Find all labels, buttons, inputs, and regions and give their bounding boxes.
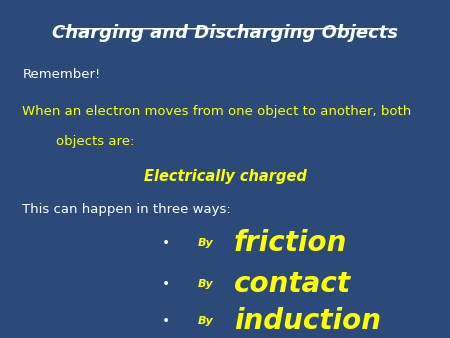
Text: Electrically charged: Electrically charged xyxy=(144,169,306,184)
Text: •: • xyxy=(162,277,171,291)
Text: By: By xyxy=(198,316,214,326)
Text: contact: contact xyxy=(234,270,351,298)
Text: By: By xyxy=(198,238,214,248)
Text: objects are:: objects are: xyxy=(22,135,135,148)
Text: •: • xyxy=(162,314,171,328)
Text: friction: friction xyxy=(234,230,347,257)
Text: induction: induction xyxy=(234,307,381,335)
Text: By: By xyxy=(198,279,214,289)
Text: When an electron moves from one object to another, both: When an electron moves from one object t… xyxy=(22,105,412,118)
Text: Remember!: Remember! xyxy=(22,68,101,80)
Text: This can happen in three ways:: This can happen in three ways: xyxy=(22,203,231,216)
Text: •: • xyxy=(162,236,171,250)
Text: Charging and Discharging Objects: Charging and Discharging Objects xyxy=(52,24,398,42)
